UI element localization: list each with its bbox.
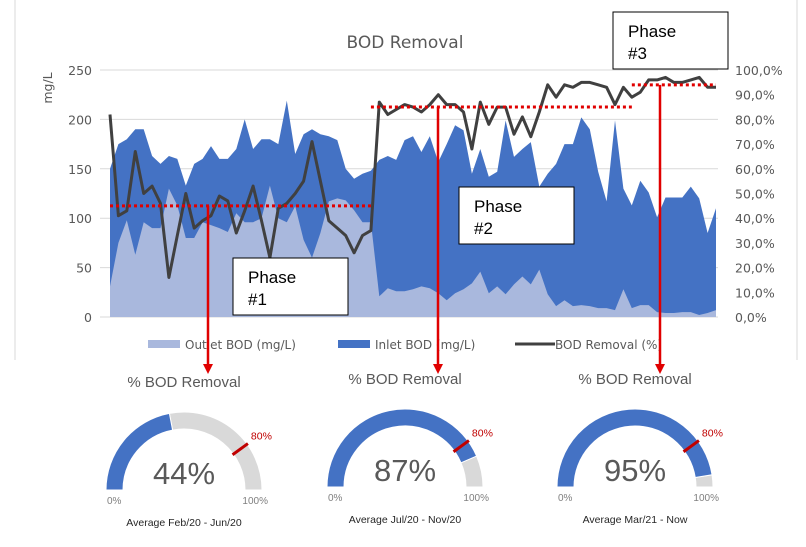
y2-tick-label: 10,0% xyxy=(735,285,775,300)
gauge-caption: Average Feb/20 - Jun/20 xyxy=(126,517,242,529)
y2-tick-label: 80,0% xyxy=(735,112,775,127)
y-tick-label: 250 xyxy=(68,63,92,78)
gauge-max-label: 100% xyxy=(463,493,489,504)
y2-tick-label: 40,0% xyxy=(735,211,775,226)
y-tick-label: 50 xyxy=(76,261,92,276)
gauge-target-label: 80% xyxy=(702,428,723,440)
gauge-fill xyxy=(105,412,174,491)
y-axis-label: mg/L xyxy=(40,72,55,103)
phase-label: Phase xyxy=(474,197,522,216)
legend-label: BOD Removal (%) xyxy=(555,338,662,352)
chart-title: BOD Removal xyxy=(347,33,464,53)
gauge-target-label: 80% xyxy=(251,431,272,443)
legend-label: Outlet BOD (mg/L) xyxy=(185,338,296,352)
gauge-caption: Average Jul/20 - Nov/20 xyxy=(349,514,462,526)
gauge-max-label: 100% xyxy=(693,493,719,504)
arrow-head-icon xyxy=(655,364,665,374)
y2-tick-label: 20,0% xyxy=(735,261,775,276)
arrow-head-icon xyxy=(433,364,443,374)
gauge-min-label: 0% xyxy=(558,493,573,504)
phase-arrows xyxy=(203,84,665,374)
legend-label: Inlet BOD (mg/L) xyxy=(375,338,475,352)
gauge: % BOD Removal 80% 87% 0% 100%Average Jul/20 … xyxy=(326,371,493,526)
legend: Outlet BOD (mg/L) Inlet BOD (mg/L) BOD Rem… xyxy=(148,338,662,352)
gauge-min-label: 0% xyxy=(328,493,343,504)
arrow-head-icon xyxy=(203,364,213,374)
gauge-value: 95% xyxy=(604,453,666,488)
phase-labels: Phase #1 Phase #2 Phase #3 xyxy=(232,11,729,316)
gauge-track xyxy=(694,474,714,488)
y-axis-ticks: 250 200 150 100 50 0 xyxy=(68,63,92,325)
y2-tick-label: 50,0% xyxy=(735,187,775,202)
y2-tick-label: 30,0% xyxy=(735,236,775,251)
legend-swatch xyxy=(338,340,370,348)
y2-tick-label: 70,0% xyxy=(735,137,775,152)
gauge-caption: Average Mar/21 - Now xyxy=(583,514,688,526)
gauge-title: % BOD Removal xyxy=(578,371,691,388)
y2-tick-label: 90,0% xyxy=(735,88,775,103)
gauge: % BOD Removal 80% 44% 0% 100%Average Feb/20 … xyxy=(105,374,272,529)
legend-swatch xyxy=(148,340,180,348)
y-tick-label: 150 xyxy=(68,162,92,177)
y2-tick-label: 100,0% xyxy=(735,63,783,78)
gauge-track xyxy=(460,455,484,488)
gauge-title: % BOD Removal xyxy=(348,371,461,388)
phase-label: #3 xyxy=(628,44,647,63)
y2-axis-ticks: 100,0% 90,0% 80,0% 70,0% 60,0% 50,0% 40,0% 30,0… xyxy=(735,63,783,325)
phase-label: #1 xyxy=(248,290,267,309)
gauge-target-marker xyxy=(231,442,249,456)
area-series xyxy=(110,100,716,317)
phase-label: Phase xyxy=(248,268,296,287)
gauge-value: 44% xyxy=(153,456,215,491)
gauge-title: % BOD Removal xyxy=(127,374,240,391)
phase-label: Phase xyxy=(628,22,676,41)
phase-box xyxy=(458,186,575,245)
y-tick-label: 100 xyxy=(68,211,92,226)
y2-tick-label: 0,0% xyxy=(735,310,767,325)
gauge-min-label: 0% xyxy=(107,496,122,507)
gauge-target-label: 80% xyxy=(472,428,493,440)
phase-label: #2 xyxy=(474,219,493,238)
gauge: % BOD Removal 80% 95% 0% 100% Average Mar/21 … xyxy=(556,371,723,526)
y2-tick-label: 60,0% xyxy=(735,162,775,177)
gauge-target-marker xyxy=(452,439,470,453)
phase-box xyxy=(232,257,349,316)
phase-box xyxy=(612,11,729,70)
phase-average-lines xyxy=(110,83,716,208)
gauge-track xyxy=(168,411,263,491)
gauge-fill xyxy=(556,408,713,488)
gauge-target-marker xyxy=(682,439,700,453)
gauge-max-label: 100% xyxy=(242,496,268,507)
gauge-fill xyxy=(326,408,478,488)
gauge-value: 87% xyxy=(374,453,436,488)
y-tick-label: 0 xyxy=(84,310,92,325)
y-tick-label: 200 xyxy=(68,112,92,127)
